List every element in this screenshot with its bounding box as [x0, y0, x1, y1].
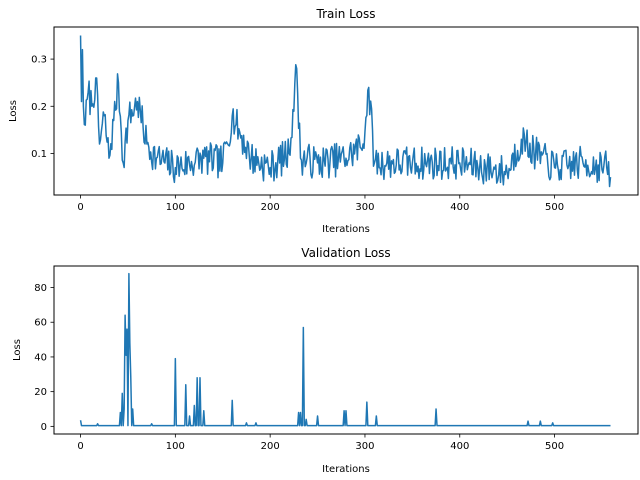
- train-loss-title: Train Loss: [316, 7, 376, 21]
- validation-loss-x-tick-label: 200: [261, 441, 280, 452]
- train-loss-x-tick-label: 500: [545, 202, 564, 213]
- validation-loss-panel: Validation Loss 0 100 200 300 400 500 0 20 40 60…: [12, 246, 639, 475]
- validation-loss-x-tick-label: 300: [355, 441, 374, 452]
- train-loss-x-tick-label: 0: [77, 202, 83, 213]
- validation-loss-y-tick-label: 80: [34, 283, 47, 294]
- validation-loss-y-tick-label: 40: [34, 352, 47, 363]
- validation-loss-title: Validation Loss: [301, 246, 390, 260]
- train-loss-series-line: [79, 35, 612, 188]
- validation-loss-y-tick-label: 60: [34, 318, 47, 329]
- validation-loss-y-ticks: 0 20 40 60 80: [34, 283, 54, 433]
- train-loss-y-label: Loss: [8, 100, 19, 122]
- train-loss-x-tick-label: 200: [261, 202, 280, 213]
- train-loss-y-tick-label: 0.3: [31, 55, 47, 66]
- validation-loss-y-label: Loss: [12, 339, 23, 361]
- train-loss-x-ticks: 0 100 200 300 400 500: [77, 195, 564, 213]
- train-loss-axes-frame: [53, 26, 639, 196]
- train-loss-plot-area: [79, 35, 612, 188]
- validation-loss-x-tick-label: 500: [545, 441, 564, 452]
- validation-loss-x-tick-label: 0: [77, 441, 83, 452]
- train-loss-y-tick-label: 0.2: [31, 102, 47, 113]
- train-loss-x-tick-label: 400: [450, 202, 469, 213]
- validation-loss-x-ticks: 0 100 200 300 400 500: [77, 434, 564, 452]
- train-loss-y-ticks: 0.1 0.2 0.3: [31, 55, 54, 160]
- train-loss-x-tick-label: 300: [355, 202, 374, 213]
- validation-loss-x-tick-label: 100: [166, 441, 185, 452]
- validation-loss-series-line: [79, 272, 611, 427]
- validation-loss-y-tick-label: 20: [34, 387, 47, 398]
- validation-loss-x-tick-label: 400: [450, 441, 469, 452]
- validation-loss-x-label: Iterations: [322, 464, 370, 475]
- train-loss-panel: Train Loss 0 100 200 300 400 500 0.1 0.2 0.3 It…: [8, 7, 639, 235]
- train-loss-y-tick-label: 0.1: [31, 149, 47, 160]
- train-loss-x-tick-label: 100: [166, 202, 185, 213]
- validation-loss-plot-area: [79, 272, 611, 427]
- train-loss-x-label: Iterations: [322, 224, 370, 235]
- validation-loss-axes-frame: [53, 265, 639, 435]
- validation-loss-y-tick-label: 0: [41, 422, 47, 433]
